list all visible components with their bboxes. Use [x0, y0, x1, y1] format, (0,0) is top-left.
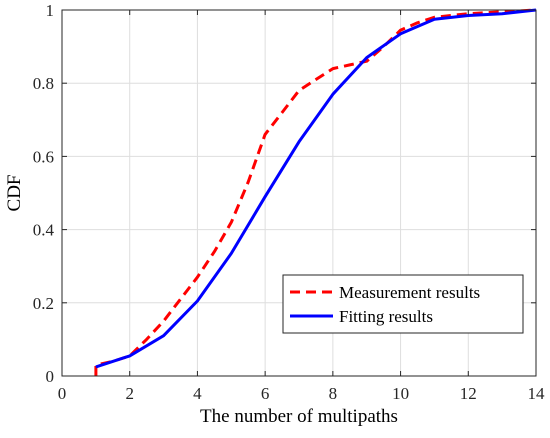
- x-tick-label: 12: [460, 384, 477, 403]
- legend-label-fitting: Fitting results: [339, 307, 433, 326]
- y-tick-label: 0: [46, 367, 55, 386]
- x-tick-label: 6: [261, 384, 270, 403]
- fitting-results-line: [95, 8, 537, 369]
- y-tick-label: 1: [46, 1, 55, 20]
- legend: Measurement results Fitting results: [282, 274, 524, 334]
- x-tick-labels: 0 2 4 6 8 10 12 14: [58, 384, 545, 403]
- x-tick-label: 10: [392, 384, 409, 403]
- legend-label-measurement: Measurement results: [339, 283, 480, 302]
- x-tick-label: 0: [58, 384, 67, 403]
- ticks: [61, 9, 537, 377]
- y-axis-title: CDF: [4, 175, 25, 212]
- legend-box: [282, 274, 524, 334]
- plot-frame: [61, 9, 537, 377]
- y-tick-label: 0.6: [33, 147, 54, 166]
- y-tick-labels: 0 0.2 0.4 0.6 0.8 1: [33, 1, 55, 386]
- x-tick-label: 8: [329, 384, 338, 403]
- series-group: [94, 8, 537, 376]
- x-axis-title: The number of multipaths: [200, 406, 398, 427]
- x-tick-label: 2: [125, 384, 134, 403]
- measurement-results-line: [94, 8, 537, 376]
- y-tick-label: 0.4: [33, 221, 55, 240]
- x-tick-label: 14: [528, 384, 546, 403]
- y-tick-label: 0.8: [33, 74, 54, 93]
- x-tick-label: 4: [193, 384, 202, 403]
- y-tick-label: 0.2: [33, 294, 54, 313]
